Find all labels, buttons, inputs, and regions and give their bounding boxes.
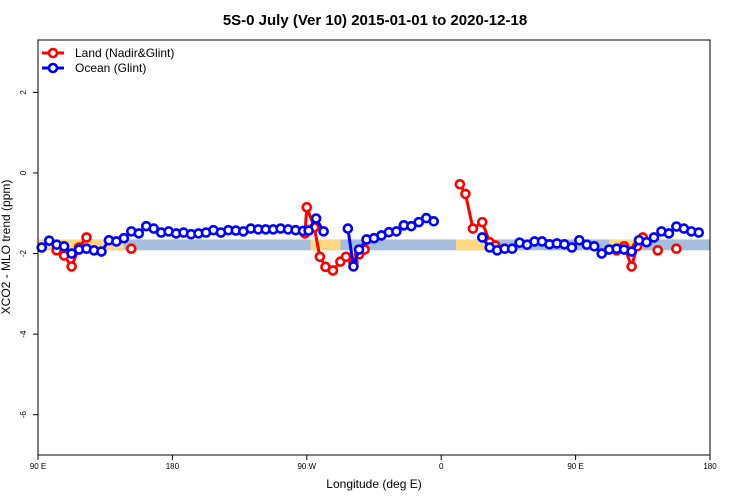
data-point	[318, 226, 329, 237]
data-point	[118, 232, 130, 244]
series-layer	[36, 178, 705, 276]
data-point	[413, 216, 425, 228]
legend-item: Land (Nadir&Glint)	[42, 46, 174, 60]
data-point	[588, 240, 600, 252]
chart-title: 5S-0 July (Ver 10) 2015-01-01 to 2020-12…	[223, 12, 527, 29]
y-axis-label: XCO2 - MLO trend (ppm)	[0, 180, 13, 315]
data-point	[641, 236, 652, 248]
legend-marker	[47, 47, 59, 59]
land-band-segment	[310, 239, 341, 251]
x-tick-label: 90 E	[567, 462, 583, 471]
legend-label: Ocean (Glint)	[75, 61, 146, 75]
data-point	[406, 220, 417, 232]
data-point	[43, 235, 55, 246]
data-point	[133, 228, 145, 239]
data-point	[314, 251, 326, 263]
plot-frame	[37, 39, 711, 456]
x-tick-label: 180	[166, 462, 180, 471]
data-point	[626, 246, 637, 257]
x-axis-label: Longitude (deg E)	[326, 477, 421, 491]
data-point	[391, 226, 402, 237]
x-tick-label: 90 E	[30, 462, 46, 471]
data-point	[574, 234, 585, 246]
data-point	[126, 243, 137, 255]
data-point	[693, 227, 705, 238]
y-tick-label: 2	[19, 90, 28, 95]
y-tick-label: -4	[19, 330, 28, 338]
data-point	[566, 242, 578, 253]
data-point	[596, 248, 608, 259]
legend-label: Land (Nadir&Glint)	[75, 46, 174, 60]
data-point	[506, 243, 518, 255]
data-point	[476, 216, 488, 228]
data-point	[148, 223, 160, 234]
y-axis: 2 0 -2 -4 -6	[19, 90, 38, 419]
data-point	[428, 216, 440, 227]
legend-marker	[47, 62, 59, 74]
y-tick-label: 0	[19, 170, 28, 175]
series-ocean	[36, 212, 705, 272]
x-tick-label: 180	[703, 462, 717, 471]
x-axis: 90 E 180 90 W 0 90 E 180	[30, 455, 717, 471]
data-point	[652, 245, 664, 256]
data-point	[340, 251, 352, 263]
data-point	[36, 242, 48, 253]
data-point	[303, 225, 314, 236]
data-point	[342, 223, 354, 234]
data-point	[327, 265, 339, 276]
data-point	[96, 246, 107, 257]
data-point	[454, 178, 466, 190]
x-tick-label: 90 W	[297, 462, 316, 471]
data-point	[467, 223, 479, 234]
legend: Land (Nadir&Glint)Ocean (Glint)	[42, 46, 174, 75]
data-point	[58, 240, 70, 252]
data-point	[476, 232, 488, 243]
land-band-segment	[456, 239, 494, 251]
data-point	[66, 248, 77, 259]
y-tick-label: -6	[19, 411, 28, 419]
data-point	[348, 261, 359, 272]
data-point	[460, 188, 471, 200]
data-point	[648, 232, 660, 243]
data-point	[353, 244, 365, 255]
data-point	[310, 213, 322, 224]
y-tick-label: -2	[19, 249, 28, 257]
legend-item: Ocean (Glint)	[42, 61, 146, 75]
data-point	[626, 261, 637, 272]
data-point	[671, 243, 682, 255]
ocean-band	[38, 239, 710, 251]
data-point	[663, 228, 675, 239]
x-tick-label: 0	[439, 462, 444, 471]
data-point	[66, 261, 77, 272]
data-point	[81, 232, 92, 243]
data-point	[301, 201, 313, 213]
